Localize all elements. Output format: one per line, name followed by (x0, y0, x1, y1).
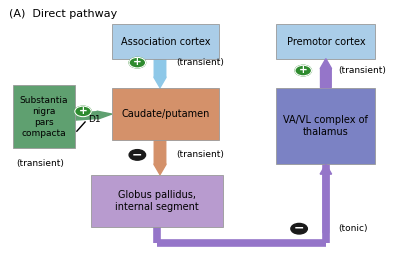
FancyArrow shape (154, 140, 166, 175)
Text: (tonic): (tonic) (338, 224, 368, 233)
Text: (transient): (transient) (16, 159, 64, 168)
Circle shape (129, 150, 145, 160)
Text: +: + (78, 106, 88, 116)
FancyArrow shape (74, 111, 112, 120)
Text: −: − (132, 148, 142, 161)
Text: Premotor cortex: Premotor cortex (287, 37, 365, 47)
FancyBboxPatch shape (13, 85, 75, 148)
FancyBboxPatch shape (276, 88, 375, 164)
FancyArrow shape (320, 59, 332, 88)
Circle shape (75, 106, 91, 117)
Text: (transient): (transient) (176, 58, 224, 67)
Text: (transient): (transient) (176, 151, 224, 160)
FancyArrow shape (154, 59, 166, 88)
Text: D1: D1 (88, 115, 101, 124)
Text: −: − (294, 222, 304, 235)
Text: VA/VL complex of
thalamus: VA/VL complex of thalamus (283, 115, 368, 137)
Text: Caudate/putamen: Caudate/putamen (121, 109, 209, 119)
FancyBboxPatch shape (91, 175, 223, 227)
FancyBboxPatch shape (112, 88, 219, 140)
FancyBboxPatch shape (112, 24, 219, 59)
Circle shape (129, 57, 145, 68)
Text: +: + (133, 58, 142, 67)
Text: Substantia
nigra
pars
compacta: Substantia nigra pars compacta (20, 96, 68, 138)
Text: Association cortex: Association cortex (121, 37, 210, 47)
Text: (transient): (transient) (338, 66, 386, 75)
Text: (A)  Direct pathway: (A) Direct pathway (9, 8, 117, 19)
Text: +: + (299, 65, 308, 75)
FancyBboxPatch shape (276, 24, 375, 59)
FancyArrow shape (320, 164, 332, 233)
Circle shape (295, 65, 311, 76)
Text: Globus pallidus,
internal segment: Globus pallidus, internal segment (115, 190, 199, 212)
Circle shape (291, 223, 307, 234)
